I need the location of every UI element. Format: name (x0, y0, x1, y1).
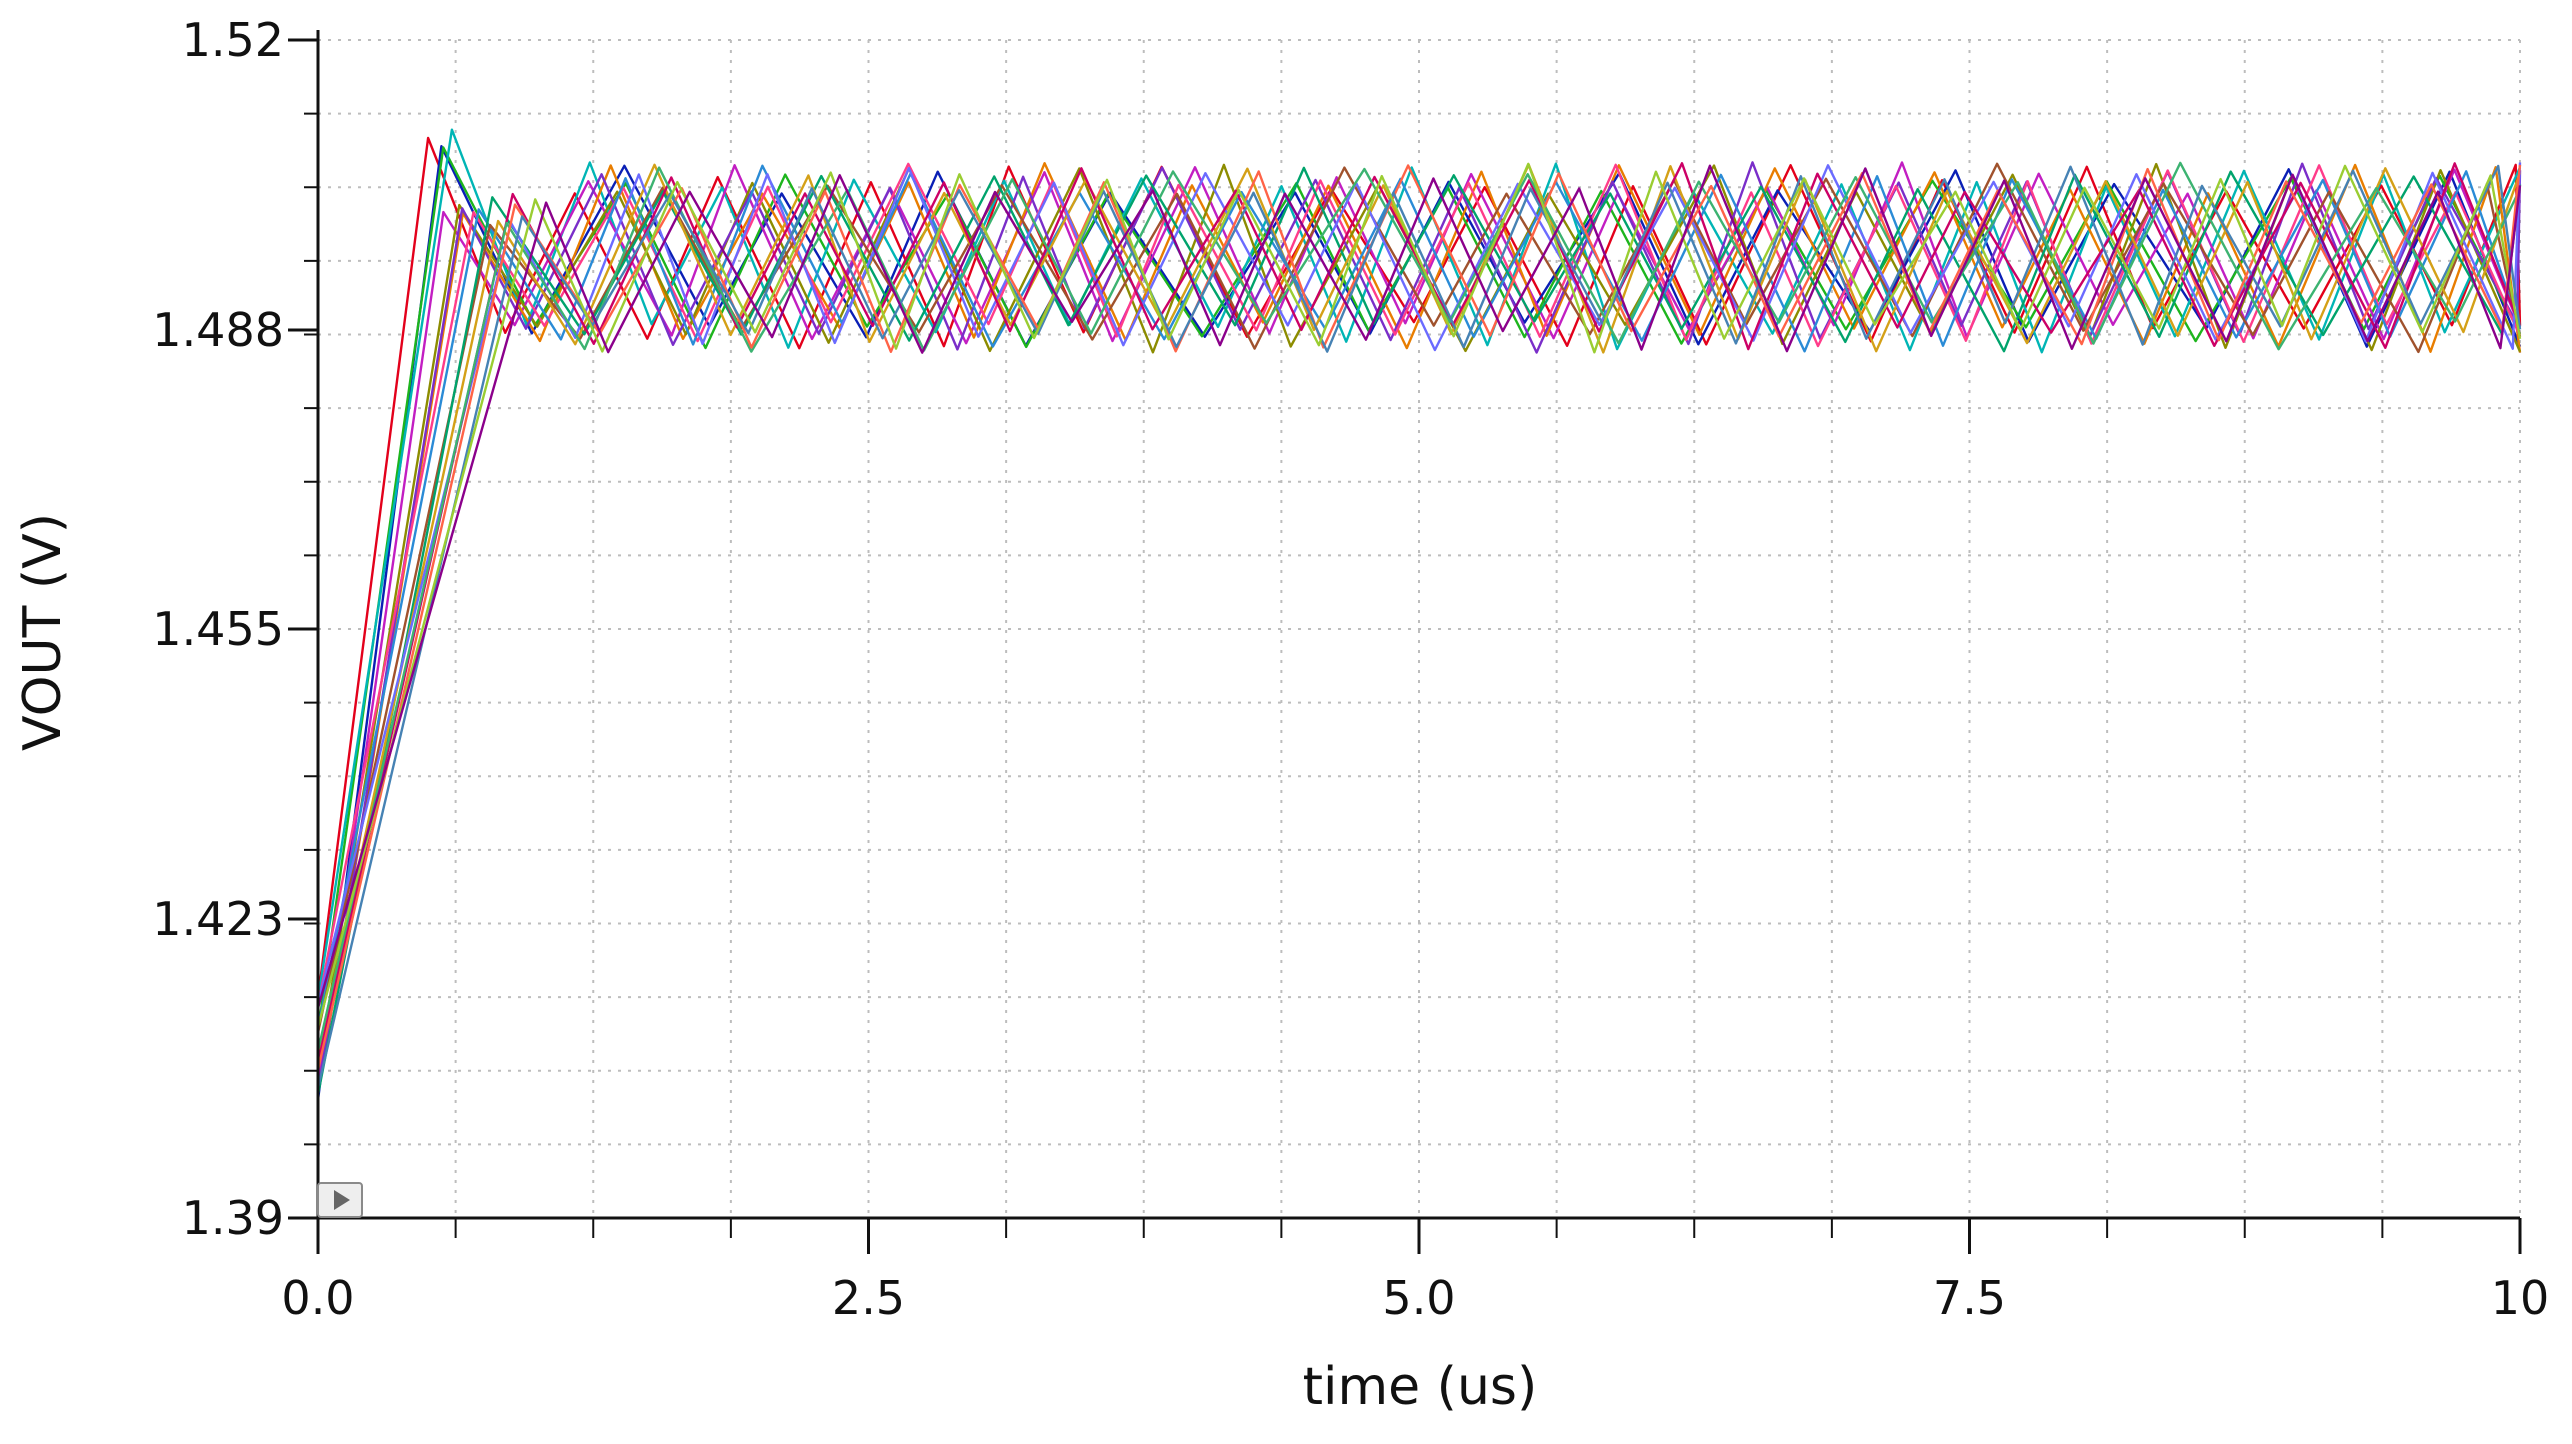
y-tick-label: 1.488 (152, 303, 284, 357)
x-tick-label: 0.0 (281, 1271, 354, 1325)
x-axis-title: time (us) (1303, 1357, 1538, 1417)
series-line (316, 162, 2522, 1006)
y-tick-label: 1.39 (182, 1191, 284, 1245)
x-tick-label: 5.0 (1382, 1271, 1455, 1325)
x-tick-label: 2.5 (832, 1271, 905, 1325)
y-tick-label: 1.423 (152, 892, 284, 946)
series-line (316, 162, 2522, 1093)
series-line (316, 164, 2522, 1071)
series-line (316, 161, 2522, 1052)
series-line (316, 164, 2522, 1089)
series-line (316, 162, 2522, 1028)
play-icon (334, 1190, 350, 1210)
series-line (316, 145, 2522, 1101)
series-line (316, 164, 2522, 1030)
marker-toggle[interactable] (317, 1182, 363, 1218)
y-tick-label: 1.52 (182, 13, 284, 67)
series-line (316, 128, 2522, 1000)
x-tick-label: 7.5 (1933, 1271, 2006, 1325)
axes: 1.39 1.423 1.455 1.488 1.52 0.0 2.5 5.0 7.5 10 (152, 13, 2549, 1325)
y-tick-label: 1.455 (152, 602, 284, 656)
x-tick-label: 10 (2491, 1271, 2550, 1325)
y-axis-title: VOUT (V) (13, 513, 73, 751)
series-group (316, 128, 2522, 1101)
series-line (316, 161, 2522, 1086)
series-line (316, 164, 2522, 1009)
